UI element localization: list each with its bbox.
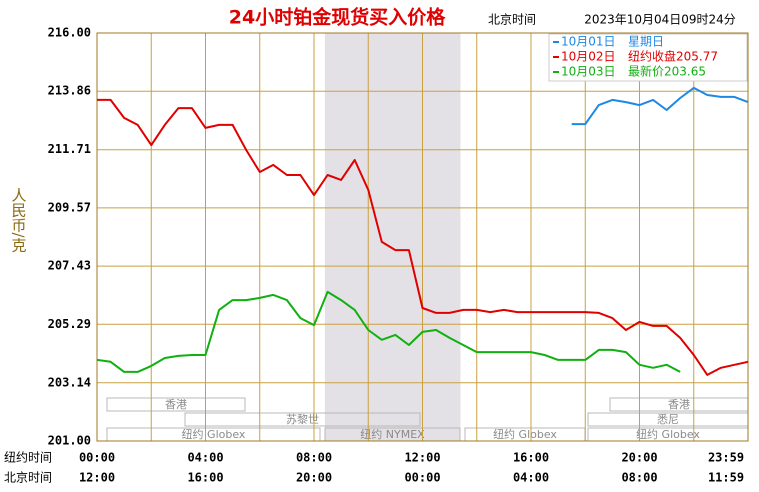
y-tick-label: 216.00 (48, 26, 91, 40)
x-tick-label: 00:00 (404, 471, 440, 485)
y-tick-label: 213.86 (48, 84, 91, 98)
session-label: 香港 (668, 398, 690, 411)
session-label: 纽约 Globex (636, 427, 700, 441)
session-label: 苏黎世 (286, 412, 319, 426)
x-tick-label: 16:00 (513, 451, 549, 465)
legend-name: 10月01日 (561, 35, 616, 49)
series-line (571, 86, 749, 126)
y-tick-label: 209.57 (48, 200, 91, 214)
x-tick-label: 08:00 (296, 451, 332, 465)
x-tick-label: 12:00 (79, 471, 115, 485)
x-tick-label: 12:00 (404, 451, 440, 465)
chart-title: 24小时铂金现货买入价格 (229, 6, 446, 29)
session-label: 悉尼 (657, 413, 679, 426)
x-tick-label: 23:59 (708, 451, 744, 465)
y-tick-label: 207.43 (48, 259, 91, 273)
session-label: 纽约 Globex (182, 427, 246, 441)
session-label: 纽约 NYMEX (360, 427, 425, 441)
x-tick-label: 20:00 (296, 471, 332, 485)
x-tick-label: 00:00 (79, 451, 115, 465)
y-axis-label: 人民币/克 (10, 187, 28, 253)
plot-frame (96, 32, 749, 442)
session-box (106, 397, 246, 412)
timestamp: 2023年10月04日09时24分 (584, 13, 736, 27)
series-line (97, 98, 749, 376)
session-label: 纽约 Globex (493, 427, 557, 441)
x-row-name: 北京时间 (4, 471, 52, 485)
session-label: 香港 (165, 398, 187, 411)
legend-name: 10月02日 (561, 50, 616, 64)
series-line (96, 290, 681, 373)
legend-note: 最新价203.65 (628, 64, 706, 79)
x-tick-label: 04:00 (187, 451, 223, 465)
legend-box (548, 33, 748, 82)
x-row-name: 纽约时间 (4, 450, 52, 465)
y-tick-label: 203.14 (48, 375, 91, 389)
x-tick-label: 20:00 (621, 451, 657, 465)
legend-note: 星期日 (628, 35, 664, 49)
x-tick-label: 11:59 (708, 471, 744, 485)
shaded-span (324, 33, 461, 441)
session-box (184, 412, 421, 427)
time-zone: 北京时间 (488, 13, 536, 27)
x-tick-label: 04:00 (513, 471, 549, 485)
x-tick-label: 16:00 (187, 471, 223, 485)
x-tick-label: 08:00 (621, 471, 657, 485)
y-tick-label: 201.00 (48, 434, 91, 448)
y-tick-label: 205.29 (48, 317, 91, 331)
y-tick-label: 211.71 (48, 142, 91, 156)
legend-name: 10月03日 (561, 65, 616, 79)
legend-note: 纽约收盘205.77 (628, 49, 718, 64)
